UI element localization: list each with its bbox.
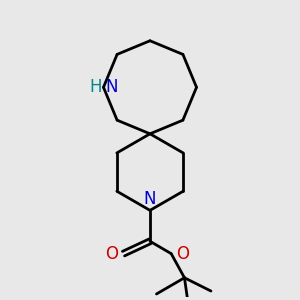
- Text: N: N: [144, 190, 156, 208]
- Text: O: O: [176, 244, 190, 262]
- Text: O: O: [105, 244, 118, 262]
- Text: H: H: [89, 78, 102, 96]
- Text: N: N: [105, 78, 118, 96]
